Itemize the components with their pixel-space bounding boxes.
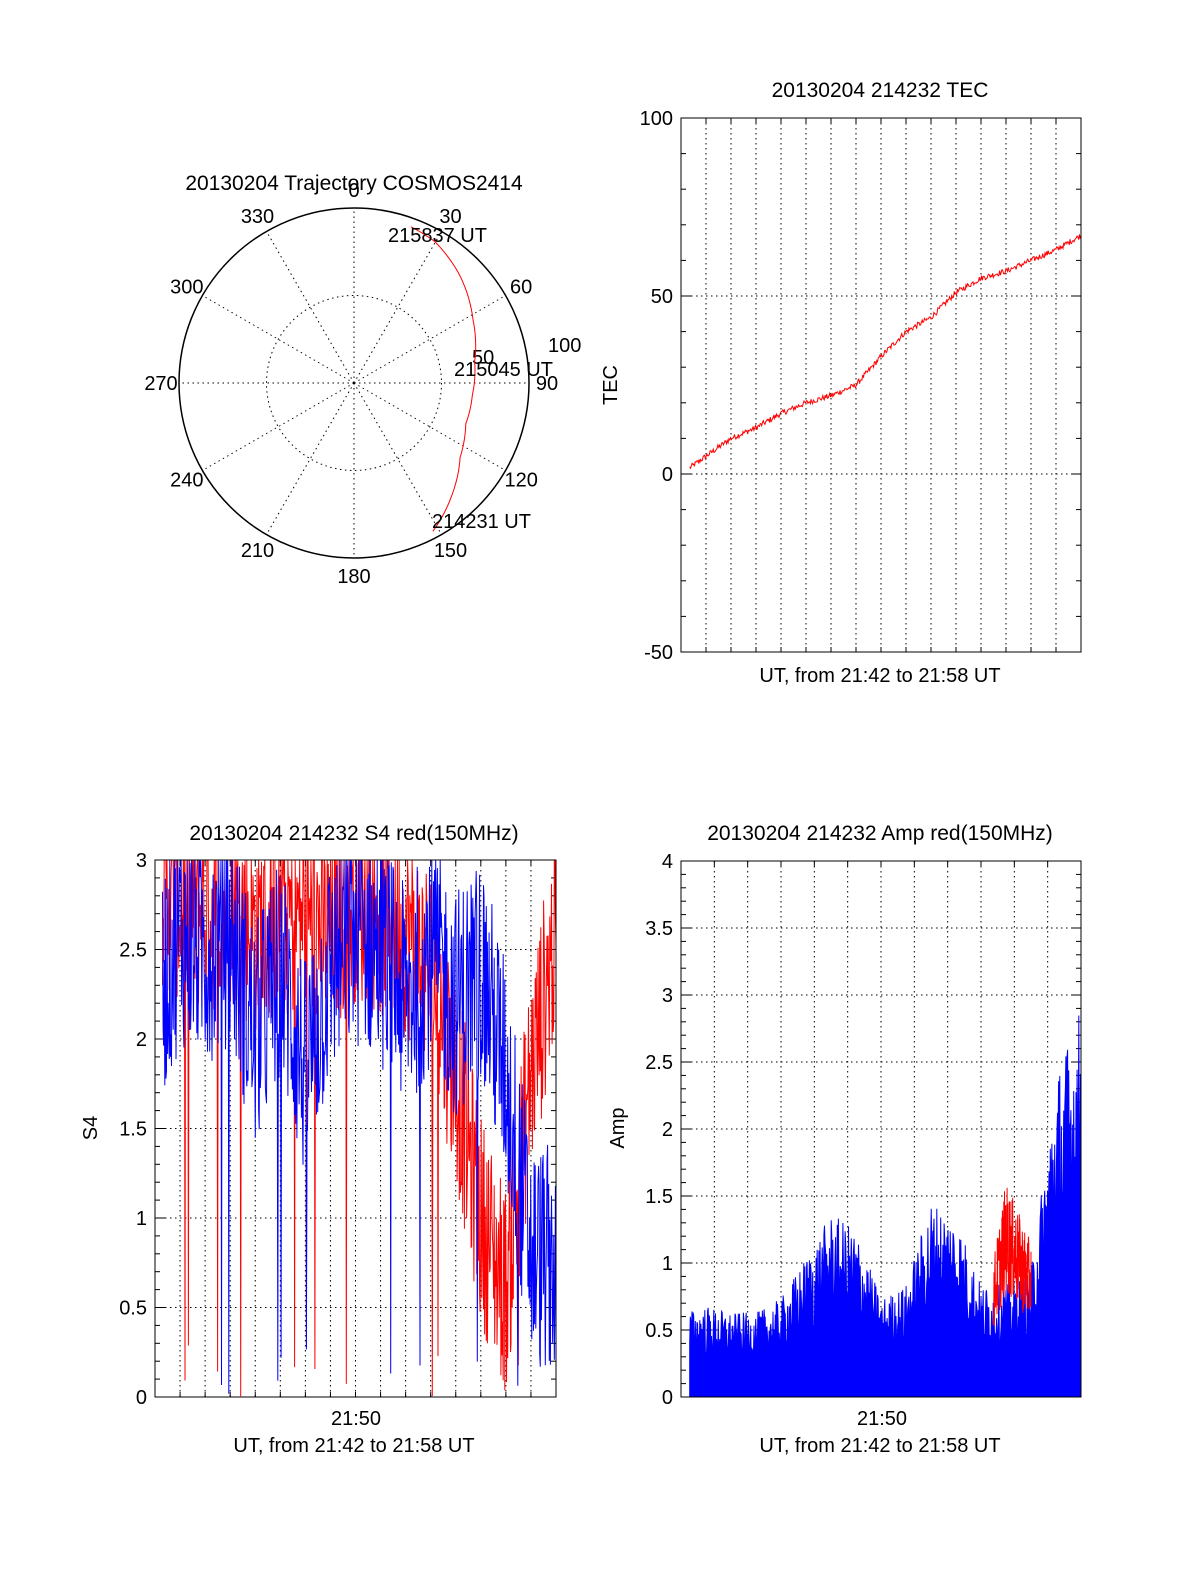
tec-title: 20130204 214232 TEC [772,79,989,102]
y-tick-label: 0 [662,1387,673,1409]
annotation-214231-ut: 214231 UT [432,511,531,533]
polar-angle-label-90: 90 [536,373,558,395]
s4-chart: 20130204 214232 S4 red(150MHz) 0 0.5 1 1.5 2… [80,822,557,1457]
y-tick-label: 0 [136,1387,147,1409]
amp-plot-frame [680,860,1082,1398]
y-tick-label: 1.5 [119,1119,147,1141]
tec-y-tick-labels: -50 0 50 100 [640,108,673,664]
y-tick-label: 3 [136,850,147,872]
polar-angle-label-180: 180 [337,566,370,588]
polar-angle-label-300: 300 [170,277,203,299]
polar-angle-label-150: 150 [434,540,467,562]
polar-angle-labels: 0 30 60 90 120 150 180 210 240 270 300 330 [144,180,558,588]
amp-blue-series-area [689,1015,1082,1398]
y-tick-label: 2 [662,1119,673,1141]
tec-series-line [689,234,1082,470]
trajectory-series-line [410,226,477,532]
y-tick-label: 2.5 [119,940,147,962]
amp-chart: 20130204 214232 Amp red(150MHz) 0 0.5 1 1.5… [607,822,1082,1457]
polar-radial-label-50: 50 [472,347,494,369]
s4-plot-frame [154,859,557,1398]
polar-spoke-210 [266,382,355,535]
y-tick-label: 1 [662,1253,673,1275]
y-tick-label: 0.5 [119,1298,147,1320]
polar-angle-label-30: 30 [439,206,461,228]
tec-x-axis-label: UT, from 21:42 to 21:58 UT [759,665,1000,687]
amp-x-tick-label-2150: 21:50 [857,1408,907,1430]
polar-spoke-330 [266,231,355,384]
amp-red-series-line [993,1187,1032,1326]
polar-spoke-300 [202,295,355,384]
polar-spoke-30 [353,231,442,384]
s4-x-tick-label-2150: 21:50 [331,1408,381,1430]
y-tick-label: 100 [640,108,673,130]
s4-blue-series-line [162,859,557,1394]
polar-spoke-60 [353,295,506,384]
polar-angle-label-330: 330 [241,206,274,228]
y-tick-label: 0 [662,464,673,486]
amp-x-axis-label: UT, from 21:42 to 21:58 UT [759,1435,1000,1457]
amp-y-tick-labels: 0 0.5 1 1.5 2 2.5 3 3.5 4 [645,851,673,1409]
y-tick-label: -50 [644,642,673,664]
s4-y-axis-label: S4 [80,1116,102,1140]
polar-angle-label-270: 270 [144,373,177,395]
polar-outer-circle [178,207,530,559]
s4-x-axis-label: UT, from 21:42 to 21:58 UT [233,1435,474,1457]
tec-y-axis-label: TEC [600,365,622,405]
y-tick-label: 50 [651,286,673,308]
s4-title: 20130204 214232 S4 red(150MHz) [189,822,518,845]
polar-angle-label-210: 210 [241,540,274,562]
polar-spoke-150 [353,382,442,535]
polar-angle-label-240: 240 [170,470,203,492]
polar-title: 20130204 Trajectory COSMOS2414 [185,172,523,195]
polar-grid [179,208,529,558]
tec-plot-frame [680,117,1082,653]
polar-angle-label-60: 60 [510,277,532,299]
tec-chart: 20130204 214232 TEC -50 0 50 100 UT, from 2… [600,79,1082,687]
annotation-215837-ut: 215837 UT [388,225,487,247]
polar-grid-ring-50 [266,295,442,471]
y-tick-label: 3.5 [645,918,673,940]
amp-title: 20130204 214232 Amp red(150MHz) [707,822,1053,845]
polar-radial-label-100: 100 [548,335,581,357]
polar-spoke-240 [202,382,355,471]
annotation-215045-ut: 215045 UT [454,359,553,381]
tec-grid [681,117,1081,653]
polar-angle-label-0: 0 [348,180,359,202]
polar-trajectory-chart: 20130204 Trajectory COSMOS2414 0 30 60 90 12… [144,172,581,588]
y-tick-label: 0.5 [645,1320,673,1342]
y-tick-label: 2 [136,1029,147,1051]
s4-y-tick-labels: 0 0.5 1 1.5 2 2.5 3 [119,850,147,1409]
y-tick-label: 3 [662,985,673,1007]
polar-spoke-120 [353,382,506,471]
y-tick-label: 1 [136,1208,147,1230]
y-tick-label: 1.5 [645,1186,673,1208]
y-tick-label: 2.5 [645,1052,673,1074]
polar-angle-label-120: 120 [504,470,537,492]
amp-y-axis-label: Amp [607,1107,629,1148]
y-tick-label: 4 [662,851,673,873]
